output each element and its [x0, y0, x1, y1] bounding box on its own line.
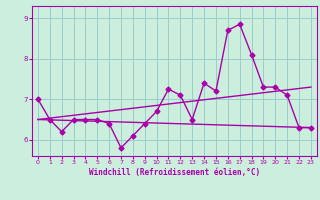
X-axis label: Windchill (Refroidissement éolien,°C): Windchill (Refroidissement éolien,°C)	[89, 168, 260, 177]
